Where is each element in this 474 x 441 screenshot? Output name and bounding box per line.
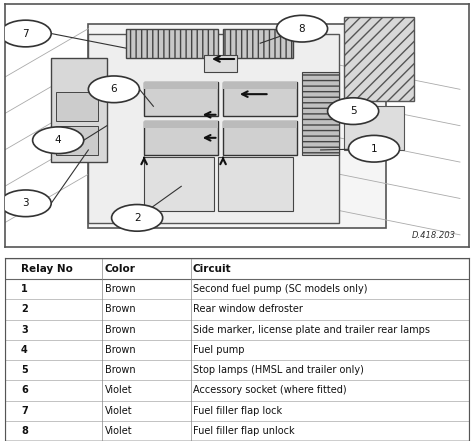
Bar bbox=[144, 121, 219, 155]
Polygon shape bbox=[344, 106, 404, 150]
Text: Violet: Violet bbox=[105, 406, 132, 415]
Text: Accessory socket (where fitted): Accessory socket (where fitted) bbox=[193, 385, 346, 396]
Circle shape bbox=[33, 127, 84, 153]
Text: 5: 5 bbox=[21, 365, 28, 375]
Text: Stop lamps (HMSL and trailer only): Stop lamps (HMSL and trailer only) bbox=[193, 365, 364, 375]
Polygon shape bbox=[51, 58, 107, 162]
Text: Violet: Violet bbox=[105, 426, 132, 436]
Polygon shape bbox=[126, 29, 219, 58]
Text: Color: Color bbox=[105, 264, 136, 273]
Text: 6: 6 bbox=[110, 84, 117, 94]
Text: 8: 8 bbox=[299, 24, 305, 34]
Text: 2: 2 bbox=[21, 304, 28, 314]
Text: Relay No: Relay No bbox=[21, 264, 73, 273]
Text: 3: 3 bbox=[21, 325, 28, 335]
Circle shape bbox=[348, 135, 400, 162]
Bar bbox=[144, 82, 219, 89]
Polygon shape bbox=[204, 56, 237, 72]
Polygon shape bbox=[302, 72, 339, 155]
Polygon shape bbox=[56, 92, 98, 121]
Text: Fuel pump: Fuel pump bbox=[193, 345, 245, 355]
Text: 2: 2 bbox=[134, 213, 140, 223]
Circle shape bbox=[111, 205, 163, 231]
Polygon shape bbox=[144, 157, 214, 211]
Polygon shape bbox=[88, 34, 339, 223]
Text: Brown: Brown bbox=[105, 345, 135, 355]
Text: Fuel filler flap unlock: Fuel filler flap unlock bbox=[193, 426, 294, 436]
Circle shape bbox=[276, 15, 328, 42]
Text: Circuit: Circuit bbox=[193, 264, 231, 273]
Circle shape bbox=[328, 98, 379, 124]
Bar bbox=[223, 82, 297, 116]
Text: Side marker, license plate and trailer rear lamps: Side marker, license plate and trailer r… bbox=[193, 325, 430, 335]
Text: Violet: Violet bbox=[105, 385, 132, 396]
Text: 4: 4 bbox=[21, 345, 28, 355]
Text: Brown: Brown bbox=[105, 304, 135, 314]
Polygon shape bbox=[88, 24, 386, 228]
Polygon shape bbox=[56, 126, 98, 155]
Polygon shape bbox=[219, 157, 293, 211]
Bar bbox=[144, 121, 219, 127]
Text: 4: 4 bbox=[55, 135, 62, 145]
Text: 3: 3 bbox=[22, 198, 29, 208]
Text: D.418.203: D.418.203 bbox=[411, 231, 456, 240]
Circle shape bbox=[0, 20, 51, 47]
Text: Brown: Brown bbox=[105, 284, 135, 294]
Text: 6: 6 bbox=[21, 385, 28, 396]
Text: Fuel filler flap lock: Fuel filler flap lock bbox=[193, 406, 282, 415]
Bar bbox=[223, 82, 297, 89]
Text: 7: 7 bbox=[22, 29, 29, 38]
Bar bbox=[223, 121, 297, 127]
Polygon shape bbox=[344, 16, 413, 101]
Text: 1: 1 bbox=[371, 144, 377, 154]
Text: 7: 7 bbox=[21, 406, 28, 415]
Text: Rear window defroster: Rear window defroster bbox=[193, 304, 303, 314]
Circle shape bbox=[0, 190, 51, 217]
Text: Brown: Brown bbox=[105, 365, 135, 375]
Text: 8: 8 bbox=[21, 426, 28, 436]
Text: Brown: Brown bbox=[105, 325, 135, 335]
Text: 5: 5 bbox=[350, 106, 356, 116]
Bar bbox=[223, 121, 297, 155]
Polygon shape bbox=[223, 29, 293, 58]
Bar bbox=[144, 82, 219, 116]
Circle shape bbox=[88, 76, 139, 103]
Text: 1: 1 bbox=[21, 284, 28, 294]
Text: Second fuel pump (SC models only): Second fuel pump (SC models only) bbox=[193, 284, 367, 294]
